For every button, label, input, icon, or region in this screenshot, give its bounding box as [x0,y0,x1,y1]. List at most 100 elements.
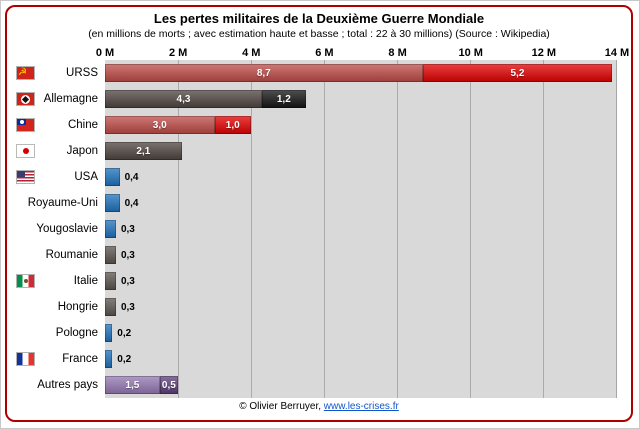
x-axis-tick: 6 M [315,47,334,59]
gridline [470,190,471,216]
chart-row: Autres pays 1,5 0,5 [17,372,617,398]
row-bars: 0,3 [105,294,617,320]
gridline [470,138,471,164]
gridline [543,190,544,216]
bar-value: 3,0 [152,119,167,131]
bar-segment [105,194,120,212]
gridline [324,294,325,320]
gridline [178,190,179,216]
gridline [251,216,252,242]
bar-segment: 0,5 [159,376,178,394]
chart-row: USA 0,4 [17,164,617,190]
bar-value: 8,7 [256,67,271,79]
chart-row: Pologne 0,2 [17,320,617,346]
gridline [470,372,471,398]
gridline [251,346,252,372]
bar-segment [105,350,113,368]
row-label: Japon [66,145,98,157]
gridline [470,112,471,138]
bar-value: 1,5 [125,379,140,391]
usa-flag-icon [17,171,34,183]
chart-row: France 0,2 [17,346,617,372]
gridline [397,190,398,216]
bar-chart: 0 M 2 M 4 M 6 M 8 M 10 M 12 M 14 M URSS 8,7 5,2 Al… [17,44,629,398]
gridline [251,112,252,138]
row-label: Allemagne [43,93,98,105]
row-label-cell: USA [17,164,105,190]
gridline [178,346,179,372]
row-label-cell: Autres pays [17,372,105,398]
gridline [397,216,398,242]
gridline [470,242,471,268]
gridline [397,372,398,398]
x-axis-ticks: 0 M 2 M 4 M 6 M 8 M 10 M 12 M 14 M [96,44,629,60]
row-bars: 0,2 [105,320,617,346]
bar-segment: 3,0 [105,116,215,134]
row-label-cell: France [17,346,105,372]
gridline [178,268,179,294]
footer: © Olivier Berruyer, www.les-crises.fr [7,401,631,412]
gridline [178,164,179,190]
chart-row: Hongrie 0,3 [17,294,617,320]
bar-segment: 1,5 [105,376,160,394]
gridline [470,268,471,294]
x-axis-tick: 14 M [604,47,630,59]
row-bars: 0,3 [105,216,617,242]
x-axis-tick: 10 M [458,47,483,59]
row-label: Roumanie [45,249,98,261]
gridline [543,216,544,242]
ussr-flag-icon [17,67,34,79]
gridline [251,138,252,164]
row-bars: 0,3 [105,242,617,268]
gridline [251,372,252,398]
gridline [324,216,325,242]
gridline [397,294,398,320]
gridline [543,112,544,138]
bar-segment [105,272,116,290]
x-axis: 0 M 2 M 4 M 6 M 8 M 10 M 12 M 14 M [17,44,629,60]
bar-segment: 2,1 [105,142,182,160]
france-flag-icon [17,353,34,365]
gridline [324,372,325,398]
row-label: France [62,353,98,365]
row-label-cell: Roumanie [17,242,105,268]
gridline [324,86,325,112]
bar-value: 0,3 [120,301,135,313]
gridline [470,86,471,112]
row-label: Royaume-Uni [27,197,98,209]
gridline [543,138,544,164]
row-bars: 1,5 0,5 [105,372,617,398]
gridline [251,320,252,346]
row-bars: 0,2 [105,346,617,372]
bar-value: 1,0 [225,119,240,131]
gridline [470,346,471,372]
bar-value: 0,2 [117,353,132,365]
row-label-cell: Chine [17,112,105,138]
row-bars: 0,3 [105,268,617,294]
gridline [178,294,179,320]
gridline [543,86,544,112]
chart-frame: Les pertes militaires de la Deuxième Gue… [5,5,633,422]
chart-subtitle: (en millions de morts ; avec estimation … [88,28,550,40]
gridline [324,138,325,164]
gridline [178,372,179,398]
bar-segment [105,298,116,316]
row-label-cell: Japon [17,138,105,164]
bar-segment [105,246,116,264]
bar-segment [105,220,116,238]
gridline [251,268,252,294]
gridline [324,320,325,346]
bar-segment: 1,2 [261,90,306,108]
row-label: URSS [66,67,98,79]
footer-link[interactable]: www.les-crises.fr [323,401,399,412]
row-label: USA [74,171,98,183]
chart-row: Roumanie 0,3 [17,242,617,268]
chart-row: Italie 0,3 [17,268,617,294]
row-label: Hongrie [57,301,98,313]
copyright-text: © Olivier Berruyer, [239,401,324,412]
row-label-cell: Italie [17,268,105,294]
chart-row: Allemagne 4,3 1,2 [17,86,617,112]
bar-value: 0,4 [124,171,139,183]
x-axis-tick: 12 M [531,47,557,59]
japan-flag-icon [17,145,34,157]
